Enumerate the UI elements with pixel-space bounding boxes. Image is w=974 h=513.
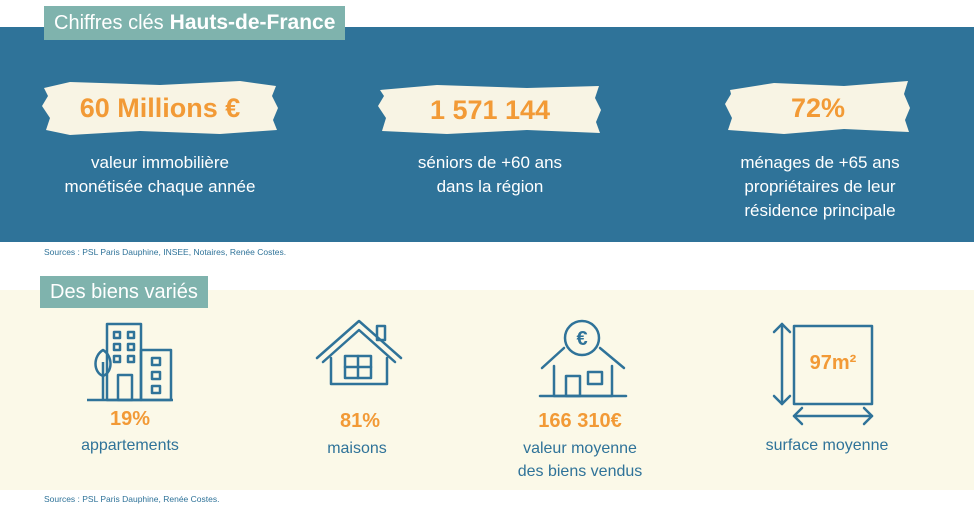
stat-desc-1-line-1: valeur immobilière <box>91 153 229 172</box>
average-price-label-line-1: valeur moyenne <box>523 440 637 457</box>
apartments-label: appartements <box>45 434 215 457</box>
euro-symbol: € <box>576 328 587 350</box>
stat-desc-2-line-1: séniors de +60 ans <box>417 153 563 172</box>
stat-value-1: 60 Millions € <box>79 92 241 123</box>
key-figures-title: Chiffres clés Hauts-de-France <box>44 6 346 40</box>
house-euro-icon: € <box>538 319 628 398</box>
surface-square-icon <box>772 322 874 426</box>
brush-stroke-2 <box>378 85 601 134</box>
key-figures-title-region: Hauts-de-France <box>169 11 336 34</box>
average-surface-label-line-1: surface moyenne <box>765 437 889 454</box>
brush-stroke-1 <box>42 81 278 135</box>
houses-percentage: 81% <box>339 410 381 432</box>
key-figures-sources: Sources : PSL Paris Dauphine, INSEE, Not… <box>44 247 287 257</box>
house-icon <box>315 319 403 386</box>
houses-label: maisons <box>272 437 442 460</box>
average-price-value: 166 310€ <box>538 410 622 432</box>
stat-desc-2-line-2: dans la région <box>436 177 544 196</box>
stat-value-3: 72% <box>790 92 846 123</box>
average-price-label: valeur moyenne des biens vendus <box>495 437 665 483</box>
key-figures-title-light: Chiffres clés <box>54 11 164 34</box>
apartment-building-icon <box>87 322 173 402</box>
stat-desc-3-line-3: résidence principale <box>744 201 896 220</box>
stat-desc-1: valeur immobilière monétisée chaque anné… <box>40 151 280 199</box>
property-types-band <box>0 290 974 490</box>
property-types-title: Des biens variés <box>40 276 208 308</box>
brush-stroke-3 <box>725 81 910 134</box>
stat-desc-1-line-2: monétisée chaque année <box>64 177 256 196</box>
houses-label-line-1: maisons <box>327 440 387 457</box>
average-price-label-line-2: des biens vendus <box>517 463 643 480</box>
apartments-percentage: 19% <box>109 408 151 430</box>
key-figures-band <box>0 27 974 242</box>
stat-desc-3-line-2: propriétaires de leur <box>744 177 896 196</box>
stat-desc-3: ménages de +65 ans propriétaires de leur… <box>700 151 940 223</box>
average-surface-value: 97m² <box>809 352 857 374</box>
average-surface-label: surface moyenne <box>742 434 912 457</box>
stat-desc-2: séniors de +60 ans dans la région <box>377 151 603 199</box>
property-types-sources: Sources : PSL Paris Dauphine, Renée Cost… <box>44 494 220 504</box>
stat-desc-3-line-1: ménages de +65 ans <box>740 153 900 172</box>
stat-value-2: 1 571 144 <box>429 94 551 125</box>
apartments-label-line-1: appartements <box>81 437 179 454</box>
